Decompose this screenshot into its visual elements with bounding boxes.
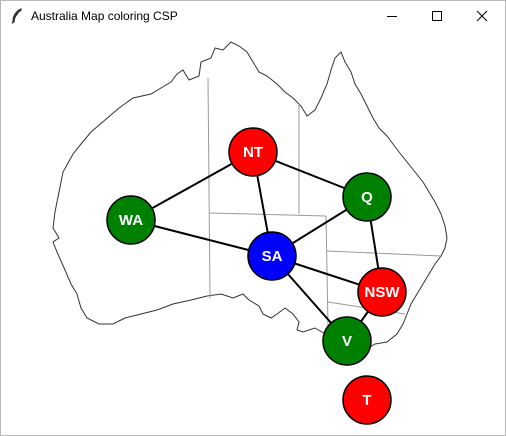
region-circle-wa <box>106 195 156 245</box>
maximize-icon <box>432 11 442 21</box>
region-circle-sa <box>247 231 297 281</box>
region-node-q[interactable]: Q <box>342 172 392 222</box>
region-node-t[interactable]: T <box>342 375 392 425</box>
region-circle-q <box>342 172 392 222</box>
australia-map: NT Q WA SA NSW V T <box>52 41 448 425</box>
region-label-q: Q <box>361 189 373 206</box>
state-borders <box>207 77 442 327</box>
region-node-sa[interactable]: SA <box>247 231 297 281</box>
region-label-nt: NT <box>243 144 263 161</box>
region-circle-nsw <box>357 267 407 317</box>
region-circle-t <box>342 375 392 425</box>
minimize-button[interactable] <box>369 1 415 31</box>
region-circle-nt <box>228 127 278 177</box>
australia-outline <box>52 41 448 353</box>
window-title: Australia Map coloring CSP <box>31 9 178 23</box>
close-button[interactable] <box>459 1 505 31</box>
maximize-button[interactable] <box>414 1 460 31</box>
feather-icon <box>11 8 22 24</box>
region-label-v: V <box>342 333 352 350</box>
map-canvas: NT Q WA SA NSW V T <box>1 32 505 435</box>
region-label-wa: WA <box>119 212 143 229</box>
region-node-nsw[interactable]: NSW <box>357 267 407 317</box>
close-icon <box>476 10 488 22</box>
region-nodes: NT Q WA SA NSW V T <box>106 127 407 425</box>
region-circle-v <box>322 316 372 366</box>
region-label-t: T <box>362 392 371 409</box>
region-label-sa: SA <box>262 248 283 265</box>
region-node-wa[interactable]: WA <box>106 195 156 245</box>
region-label-nsw: NSW <box>365 284 401 301</box>
region-node-v[interactable]: V <box>322 316 372 366</box>
region-node-nt[interactable]: NT <box>228 127 278 177</box>
title-bar[interactable]: Australia Map coloring CSP <box>1 1 505 31</box>
minimize-icon <box>387 16 397 17</box>
